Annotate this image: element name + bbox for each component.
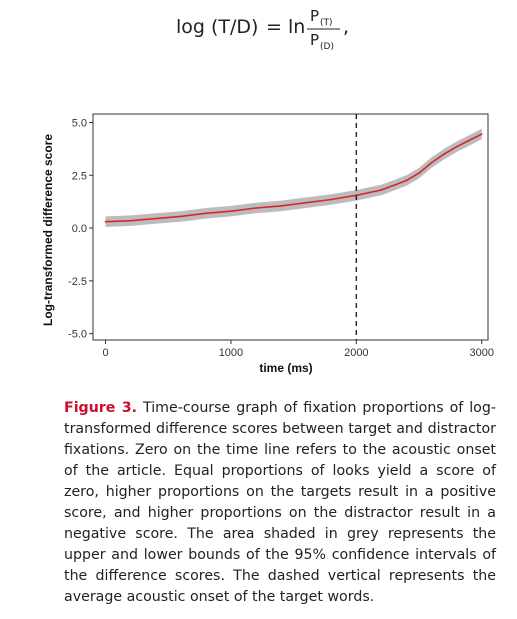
y-tick-label: -5.0: [68, 329, 87, 341]
figure-3: Log-transformed difference score time (m…: [0, 100, 517, 390]
x-tick-label: 3000: [469, 347, 493, 359]
equation-equals: =: [266, 16, 282, 38]
equation-ln: ln: [288, 16, 305, 38]
confidence-band: [105, 128, 482, 227]
data-point: [305, 201, 307, 204]
equation-svg: log (T/D) = ln P (T) P (D) ,: [176, 7, 349, 52]
data-point: [280, 205, 282, 207]
figure-caption: Figure 3. Time-course graph of fixation …: [64, 398, 496, 608]
time-course-chart: Log-transformed difference score time (m…: [41, 113, 494, 375]
data-point: [104, 220, 107, 223]
data-point: [443, 153, 445, 155]
equation-numerator-sub: (T): [320, 18, 333, 28]
data-point: [418, 172, 420, 174]
data-point: [380, 189, 383, 191]
x-tick-label: 0: [102, 347, 108, 359]
data-point: [129, 219, 132, 222]
data-point: [468, 139, 470, 142]
data-point: [230, 210, 232, 212]
plot-area: -5.0 -2.5 0.0 2.5 5.0 0 1000 2000 3000: [68, 113, 494, 359]
equation: log (T/D) = ln P (T) P (D) ,: [0, 0, 517, 60]
data-point: [154, 217, 157, 220]
equation-numerator: P: [310, 7, 319, 25]
data-point: [455, 145, 458, 148]
x-axis-title: time (ms): [259, 361, 312, 375]
data-point: [205, 212, 207, 215]
data-point: [330, 198, 333, 201]
equation-denominator-sub: (D): [320, 42, 334, 52]
data-point: [405, 179, 408, 182]
x-tick-label: 1000: [219, 347, 243, 359]
equation-denominator: P: [310, 31, 319, 49]
data-point: [480, 133, 483, 135]
caption-text: Time-course graph of fixation proportion…: [64, 400, 496, 605]
y-axis-title: Log-transformed difference score: [41, 134, 55, 326]
figure-label: Figure 3.: [64, 400, 138, 416]
y-tick-label: 2.5: [72, 170, 87, 182]
y-tick-label: -2.5: [68, 276, 87, 288]
data-point: [179, 215, 182, 218]
data-point: [430, 161, 433, 164]
equation-trailing-comma: ,: [343, 16, 349, 38]
plot-panel-border: [92, 113, 489, 341]
equation-lhs: log (T/D): [176, 16, 258, 38]
y-tick-label: 0.0: [72, 223, 87, 235]
data-point: [255, 207, 257, 209]
y-tick-label: 5.0: [72, 117, 87, 129]
x-tick-label: 2000: [344, 347, 368, 359]
